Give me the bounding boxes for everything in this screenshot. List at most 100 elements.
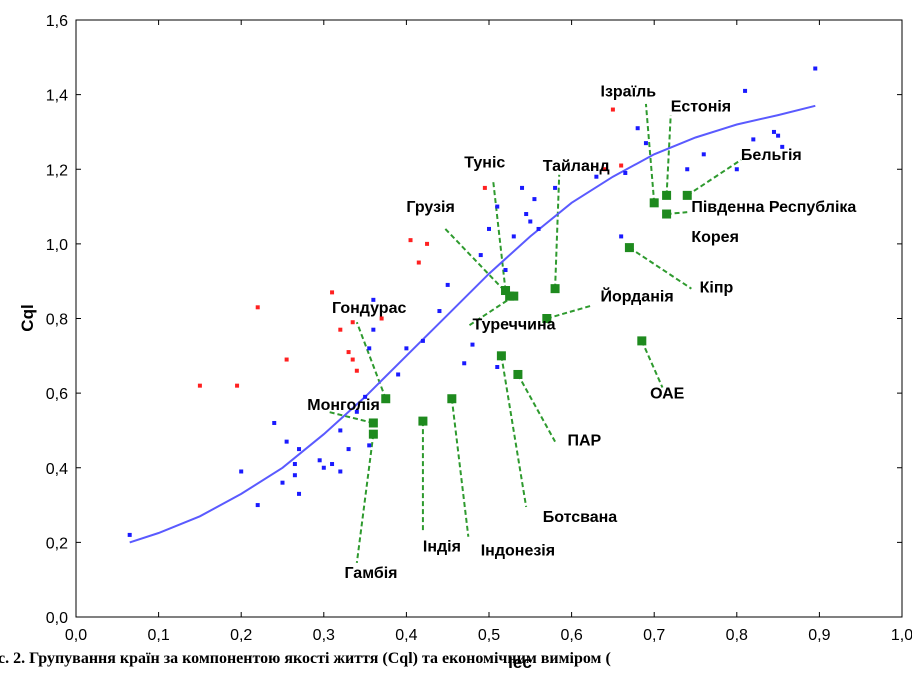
axis-ticks xyxy=(75,19,903,618)
annotation-leader xyxy=(500,355,528,508)
annotation-label: Туреччина xyxy=(472,317,555,334)
data-point-highlighted xyxy=(368,429,378,439)
data-point-highlighted xyxy=(662,190,672,200)
data-point-red xyxy=(354,368,359,373)
data-point-blue xyxy=(462,361,467,366)
data-point-blue xyxy=(743,88,748,93)
data-point-blue xyxy=(524,212,529,217)
data-point-blue xyxy=(321,465,326,470)
x-tick-label: 0,7 xyxy=(643,627,665,644)
data-point-blue xyxy=(330,462,335,467)
data-point-red xyxy=(610,107,615,112)
x-tick-label: 0,5 xyxy=(478,627,500,644)
data-point-blue xyxy=(553,185,558,190)
x-tick-label: 0,0 xyxy=(65,627,87,644)
data-point-blue xyxy=(367,443,372,448)
annotation-label: Тайланд xyxy=(543,158,610,175)
annotation-label: Монголія xyxy=(307,397,380,414)
data-point-blue xyxy=(635,126,640,131)
data-point-red xyxy=(197,383,202,388)
y-tick-label: 1,2 xyxy=(46,162,68,179)
data-point-blue xyxy=(437,309,442,314)
annotation-label: Ізраїль xyxy=(601,83,657,100)
data-point-red xyxy=(255,305,260,310)
annotation-leader xyxy=(644,103,656,203)
x-tick-label: 0,1 xyxy=(147,627,169,644)
annotation-leader xyxy=(467,295,515,327)
annotation-label: Грузія xyxy=(406,199,454,216)
data-point-blue xyxy=(363,394,368,399)
data-point-blue xyxy=(297,491,302,496)
annotation-leader xyxy=(628,246,692,290)
annotation-leader xyxy=(665,115,672,196)
annotation-leader xyxy=(355,434,375,564)
data-point-blue xyxy=(371,297,376,302)
annotation-label: Бельгія xyxy=(741,147,802,164)
data-point-blue xyxy=(771,129,776,134)
data-point-blue xyxy=(396,372,401,377)
data-point-blue xyxy=(404,346,409,351)
data-point-highlighted xyxy=(368,418,378,428)
annotation-label: Південна Республіка xyxy=(691,199,856,216)
data-point-blue xyxy=(255,503,260,508)
y-tick-label: 0,0 xyxy=(46,610,68,627)
annotation-label: Гондурас xyxy=(332,300,406,317)
annotation-labels: Ізраїль Естонія Бельгія Південна Республіка… xyxy=(307,83,856,581)
data-point-red xyxy=(338,327,343,332)
data-point-blue xyxy=(239,469,244,474)
data-point-blue xyxy=(701,152,706,157)
data-point-red xyxy=(350,357,355,362)
annotation-leader xyxy=(450,398,470,537)
annotation-label: Естонія xyxy=(671,98,731,115)
data-point-red xyxy=(416,260,421,265)
annotation-leader xyxy=(517,373,556,443)
data-point-highlighted xyxy=(513,369,523,379)
y-tick-label: 0,4 xyxy=(46,461,68,478)
x-tick-label: 0,9 xyxy=(808,627,830,644)
data-point-red xyxy=(235,383,240,388)
data-point-blue xyxy=(734,167,739,172)
data-point-blue xyxy=(292,473,297,478)
data-point-red xyxy=(602,167,607,172)
data-point-blue xyxy=(776,133,781,138)
data-point-blue xyxy=(420,338,425,343)
data-point-highlighted xyxy=(662,209,672,219)
y-tick-label: 0,8 xyxy=(46,312,68,329)
data-point-blue xyxy=(470,342,475,347)
figure-caption: с. 2. Групування країн за компонентою як… xyxy=(0,650,611,667)
axis-tick-labels: 0,0 0,1 0,2 0,3 0,4 0,5 0,6 0,7 0,8 0,9 1,0 0,0 0,2 0… xyxy=(46,13,912,644)
x-tick-label: 0,8 xyxy=(726,627,748,644)
data-point-highlighted xyxy=(496,351,506,361)
data-point-blue xyxy=(619,234,624,239)
data-point-blue xyxy=(623,170,628,175)
data-point-red xyxy=(379,316,384,321)
data-point-red xyxy=(330,290,335,295)
data-point-blue xyxy=(478,253,483,258)
data-point-blue xyxy=(751,137,756,142)
annotation-leader xyxy=(686,159,742,197)
data-point-blue xyxy=(685,167,690,172)
annotation-label: Гамбія xyxy=(344,565,397,582)
annotation-leaders xyxy=(327,103,742,564)
annotation-label: Йорданія xyxy=(601,287,674,306)
data-point-highlighted xyxy=(682,190,692,200)
data-point-blue xyxy=(780,144,785,149)
data-point-blue xyxy=(292,462,297,467)
annotation-leader xyxy=(492,180,507,291)
annotation-label: Індонезія xyxy=(481,542,555,559)
x-tick-label: 0,2 xyxy=(230,627,252,644)
annotation-leader xyxy=(554,174,561,289)
data-point-highlighted xyxy=(637,336,647,346)
data-point-blue xyxy=(520,185,525,190)
data-point-blue xyxy=(367,346,372,351)
data-point-highlighted xyxy=(447,394,457,404)
data-point-highlighted xyxy=(509,291,519,301)
data-point-highlighted xyxy=(550,284,560,294)
data-point-red xyxy=(346,350,351,355)
data-point-highlighted xyxy=(624,243,634,253)
data-point-blue xyxy=(297,447,302,452)
y-tick-label: 0,6 xyxy=(46,386,68,403)
data-point-blue xyxy=(317,458,322,463)
data-point-red xyxy=(482,185,487,190)
